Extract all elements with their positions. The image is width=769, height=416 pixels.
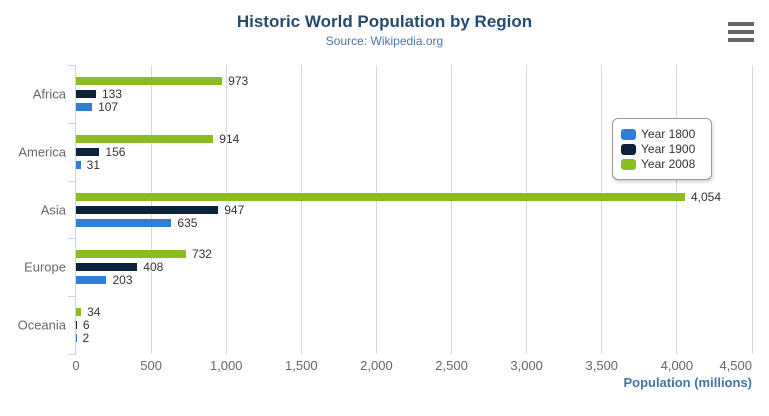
category-axis-tick xyxy=(68,354,76,355)
data-label-year-1900-europe: 408 xyxy=(143,260,164,275)
gridline xyxy=(225,65,227,354)
legend-item-year-1800[interactable]: Year 1800 xyxy=(621,127,703,141)
legend-label: Year 1900 xyxy=(641,142,696,156)
bar-year-1900-oceania[interactable] xyxy=(76,321,77,330)
bar-year-2008-asia[interactable] xyxy=(76,192,685,201)
data-label-year-1900-america: 156 xyxy=(105,144,126,159)
bar-year-1800-asia[interactable] xyxy=(76,218,172,227)
data-label-year-2008-europe: 732 xyxy=(191,247,212,262)
gridline xyxy=(300,65,302,354)
category-label-europe: Europe xyxy=(24,259,66,275)
x-tick-label: 1,000 xyxy=(209,358,243,373)
category-label-asia: Asia xyxy=(40,202,66,217)
chart-subtitle: Source: Wikipedia.org xyxy=(325,34,444,48)
hamburger-icon xyxy=(728,30,754,34)
hamburger-icon xyxy=(728,22,754,26)
gridline xyxy=(676,65,678,354)
x-tick-label: 500 xyxy=(140,358,162,373)
legend-item-year-2008[interactable]: Year 2008 xyxy=(621,157,703,171)
category-axis-tick xyxy=(68,122,76,124)
category-axis-line xyxy=(75,65,76,355)
data-label-year-1900-asia: 947 xyxy=(224,202,245,217)
legend-marker-icon xyxy=(621,128,636,140)
bar-year-2008-europe[interactable] xyxy=(76,250,186,259)
data-label-year-1900-africa: 133 xyxy=(101,86,122,101)
bar-year-1900-europe[interactable] xyxy=(76,263,138,272)
bar-year-1800-oceania[interactable] xyxy=(76,334,77,343)
data-label-year-1800-oceania: 2 xyxy=(82,331,90,346)
data-label-year-1900-oceania: 6 xyxy=(82,318,90,333)
category-axis-tick xyxy=(68,238,76,240)
x-tick-label: 1,500 xyxy=(285,358,318,373)
category-axis-tick xyxy=(68,65,76,66)
legend-marker-icon xyxy=(621,143,636,155)
context-menu-button[interactable] xyxy=(727,20,755,44)
legend: Year 1800 Year 1900 Year 2008 xyxy=(612,118,712,180)
x-tick-label: 3,000 xyxy=(510,358,543,373)
data-label-year-2008-africa: 973 xyxy=(228,73,249,88)
x-tick-label: 2,500 xyxy=(435,358,468,373)
gridline xyxy=(526,65,528,354)
gridline xyxy=(751,65,753,354)
gridline xyxy=(601,65,603,354)
category-label-africa: Africa xyxy=(32,86,66,102)
plot-area: 973 133 107 914 156 31 4,054 947 635 732 408 203 34 6… xyxy=(68,65,753,355)
bar-year-1800-africa[interactable] xyxy=(76,102,93,111)
legend-label: Year 2008 xyxy=(641,157,696,171)
chart-title: Historic World Population by Region xyxy=(236,12,533,31)
data-label-year-2008-america: 914 xyxy=(219,131,240,146)
legend-item-year-1900[interactable]: Year 1900 xyxy=(621,142,703,156)
category-label-oceania: Oceania xyxy=(17,317,66,333)
x-tick-label: 4,000 xyxy=(660,358,694,373)
bar-year-1900-africa[interactable] xyxy=(76,89,96,98)
x-tick-label: 3,500 xyxy=(585,358,619,373)
data-label-year-1800-asia: 635 xyxy=(177,215,198,230)
x-tick-label: 0 xyxy=(72,358,80,373)
gridline xyxy=(451,65,453,354)
x-tick-label: 2,000 xyxy=(360,358,393,373)
category-label-america: America xyxy=(18,144,66,160)
data-label-year-1800-africa: 107 xyxy=(98,99,119,114)
bar-year-2008-africa[interactable] xyxy=(76,76,223,85)
legend-marker-icon xyxy=(621,158,636,170)
data-label-year-1800-europe: 203 xyxy=(112,273,133,288)
gridline xyxy=(375,65,377,354)
bar-year-1800-america[interactable] xyxy=(76,160,81,169)
bar-year-1800-europe[interactable] xyxy=(76,276,107,285)
bar-year-1900-asia[interactable] xyxy=(76,205,219,214)
bar-year-2008-oceania[interactable] xyxy=(76,308,82,317)
hamburger-icon xyxy=(728,38,754,42)
legend-label: Year 1800 xyxy=(641,127,696,141)
bar-year-1900-america[interactable] xyxy=(76,147,100,156)
data-label-year-2008-oceania: 34 xyxy=(87,305,101,320)
x-tick-label: 4,500 xyxy=(719,358,752,373)
x-axis-title: Population (millions) xyxy=(623,375,752,390)
data-label-year-2008-asia: 4,054 xyxy=(691,189,722,204)
category-axis-tick xyxy=(68,296,76,298)
bar-year-2008-america[interactable] xyxy=(76,134,214,143)
category-axis-tick xyxy=(68,180,76,182)
data-label-year-1800-america: 31 xyxy=(86,157,101,172)
